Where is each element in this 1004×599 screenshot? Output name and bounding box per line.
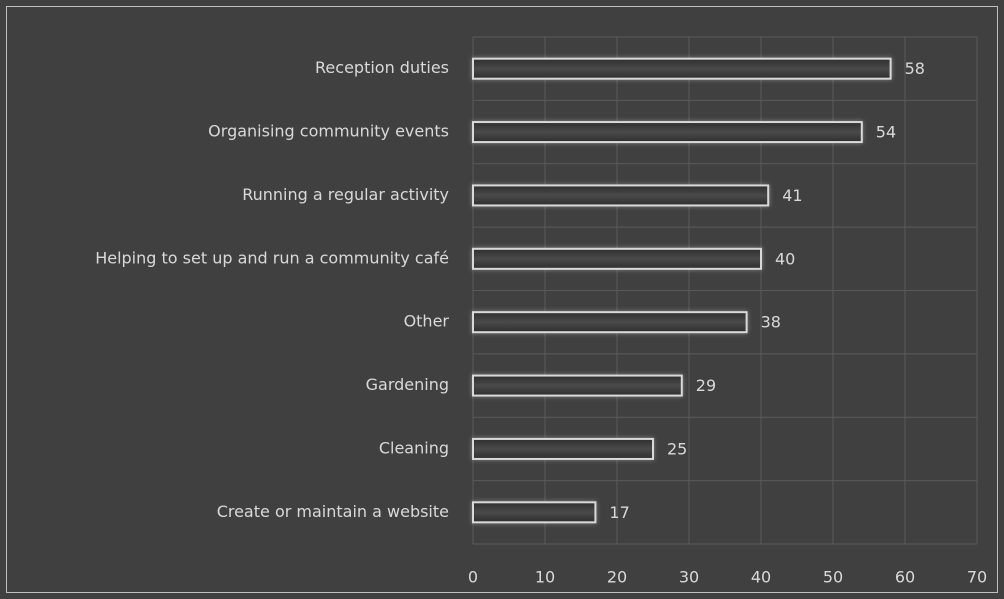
bar: [472, 184, 770, 207]
bar: [472, 311, 748, 334]
data-label: 58: [905, 59, 925, 78]
data-label: 29: [696, 376, 716, 395]
x-tick-label: 70: [967, 568, 987, 587]
y-tick-label: Create or maintain a website: [217, 502, 449, 521]
x-tick-label: 50: [823, 568, 843, 587]
bar: [472, 437, 654, 460]
y-tick-label: Gardening: [366, 375, 449, 394]
data-label: 17: [609, 503, 629, 522]
frame: [6, 6, 998, 593]
bar: [472, 374, 683, 397]
bar: [472, 247, 762, 270]
y-tick-label: Reception duties: [315, 58, 449, 77]
x-tick-label: 0: [468, 568, 478, 587]
y-tick-label: Other: [404, 312, 450, 331]
y-tick-label: Helping to set up and run a community ca…: [95, 248, 449, 267]
y-tick-label: Running a regular activity: [242, 185, 449, 204]
data-label: 40: [775, 249, 795, 268]
y-tick-label: Cleaning: [379, 438, 449, 457]
x-tick-label: 20: [607, 568, 627, 587]
x-tick-label: 10: [535, 568, 555, 587]
data-label: 41: [782, 186, 802, 205]
data-label: 38: [761, 313, 781, 332]
x-tick-label: 40: [751, 568, 771, 587]
x-tick-label: 30: [679, 568, 699, 587]
data-label: 54: [876, 123, 896, 142]
y-tick-label: Organising community events: [208, 122, 449, 141]
x-tick-label: 60: [895, 568, 915, 587]
bar: [472, 501, 597, 524]
bar: [472, 57, 892, 80]
bar: [472, 121, 863, 144]
data-label: 25: [667, 439, 687, 458]
